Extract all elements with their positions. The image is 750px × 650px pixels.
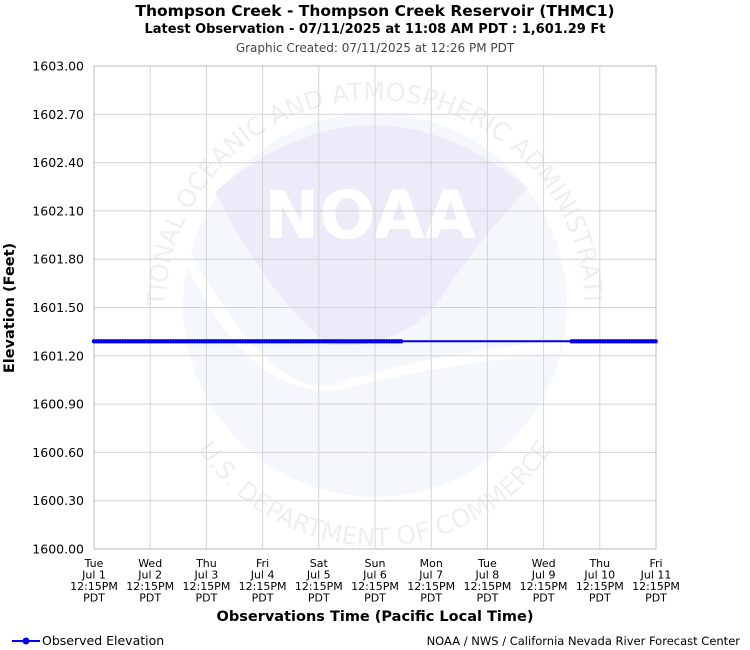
- x-tick-label: Fri Jul 11 12:15PM PDT: [632, 557, 680, 605]
- data-point: [653, 339, 658, 344]
- x-tick-label: Fri Jul 4 12:15PM PDT: [239, 557, 287, 605]
- x-tick-label: Tue Jul 1 12:15PM PDT: [70, 557, 118, 605]
- x-tick-label: Tue Jul 8 12:15PM PDT: [463, 557, 511, 605]
- plot-frame: [93, 65, 657, 550]
- y-tick-label: 1601.80: [32, 252, 84, 267]
- y-tick-label: 1600.00: [32, 542, 84, 557]
- y-tick-label: 1601.50: [32, 300, 84, 315]
- y-tick-label: 1602.70: [32, 107, 84, 122]
- data-point: [399, 339, 404, 344]
- series-observed-elevation: [91, 339, 658, 344]
- graphic-created: Graphic Created: 07/11/2025 at 12:26 PM …: [235, 41, 515, 55]
- chart-title: Thompson Creek - Thompson Creek Reservoi…: [135, 2, 615, 20]
- y-axis-label: Elevation (Feet): [2, 243, 18, 373]
- x-tick-label: Wed Jul 2 12:15PM PDT: [126, 557, 174, 605]
- x-tick-label: Thu Jul 3 12:15PM PDT: [182, 557, 230, 605]
- credit-text: NOAA / NWS / California Nevada River For…: [426, 634, 740, 648]
- series-line: [91, 339, 658, 344]
- legend: Observed Elevation: [12, 633, 164, 648]
- x-tick-label: Sun Jul 6 12:15PM PDT: [351, 557, 399, 605]
- noaa-watermark-logo: NOAA NATIONAL OCEANIC AND ATMOSPHERIC AD…: [0, 0, 608, 552]
- y-tick-label: 1601.20: [32, 348, 84, 363]
- y-tick-label: 1600.90: [32, 397, 84, 412]
- legend-swatch-icon: [12, 637, 40, 644]
- grid-lines: [93, 65, 657, 550]
- y-tick-label: 1603.00: [32, 59, 84, 74]
- x-tick-label: Thu Jul 10 12:15PM PDT: [576, 557, 624, 605]
- x-tick-label: Wed Jul 9 12:15PM PDT: [520, 557, 568, 605]
- y-tick-label: 1602.40: [32, 155, 84, 170]
- legend-label: Observed Elevation: [42, 633, 165, 648]
- latest-observation: Latest Observation - 07/11/2025 at 11:08…: [144, 22, 606, 37]
- svg-text:NOAA: NOAA: [264, 177, 476, 254]
- y-tick-label: 1600.60: [32, 445, 84, 460]
- y-tick-label: 1602.10: [32, 203, 84, 218]
- x-tick-label: Sat Jul 5 12:15PM PDT: [295, 557, 343, 605]
- y-axis: 1600.00 1600.30 1600.60 1600.90 1601.20 1601.…: [32, 59, 84, 557]
- x-tick-label: Mon Jul 7 12:15PM PDT: [407, 557, 455, 605]
- x-axis-label: Observations Time (Pacific Local Time): [217, 609, 534, 625]
- y-tick-label: 1600.30: [32, 493, 84, 508]
